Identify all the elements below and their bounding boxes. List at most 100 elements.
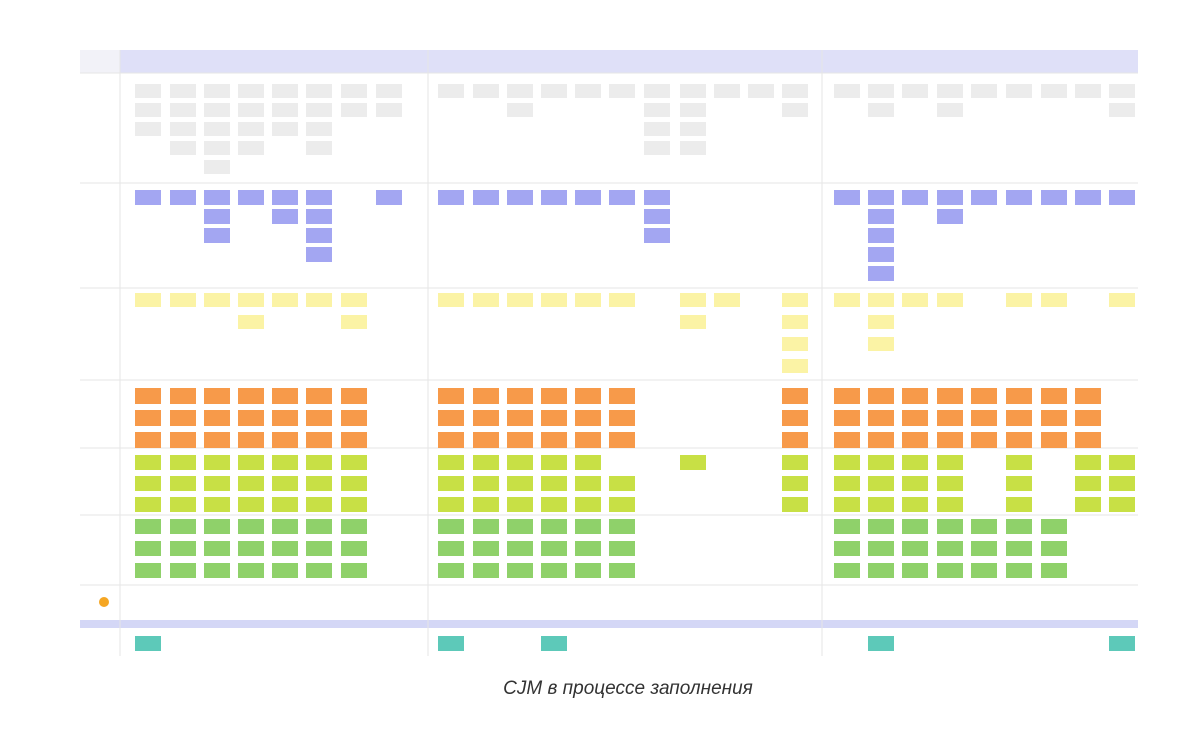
sticky-note xyxy=(782,476,808,491)
sticky-note xyxy=(507,476,533,491)
sticky-note xyxy=(507,519,533,534)
sticky-note xyxy=(868,519,894,534)
sticky-note xyxy=(971,388,997,404)
sticky-note xyxy=(438,476,464,491)
sticky-note xyxy=(834,84,860,98)
sticky-note xyxy=(902,190,928,205)
sticky-note xyxy=(714,293,740,307)
sticky-note xyxy=(272,432,298,448)
sticky-note xyxy=(541,84,567,98)
sticky-note xyxy=(834,476,860,491)
sticky-note xyxy=(341,315,367,329)
sticky-note xyxy=(272,103,298,117)
sticky-note xyxy=(782,359,808,373)
sticky-note xyxy=(306,455,332,470)
sticky-note xyxy=(1075,455,1101,470)
sticky-note xyxy=(204,228,230,243)
stage-band xyxy=(80,620,1138,628)
sticky-note xyxy=(341,432,367,448)
sticky-note xyxy=(782,455,808,470)
sticky-note xyxy=(204,160,230,174)
sticky-note xyxy=(135,432,161,448)
sticky-note xyxy=(868,410,894,426)
sticky-note xyxy=(902,476,928,491)
sticky-note xyxy=(782,293,808,307)
sticky-note xyxy=(971,190,997,205)
sticky-note xyxy=(644,228,670,243)
sticky-note xyxy=(868,636,894,651)
sticky-note xyxy=(341,541,367,556)
board xyxy=(80,50,1138,656)
sticky-note xyxy=(204,455,230,470)
sticky-note xyxy=(971,519,997,534)
sticky-note xyxy=(170,388,196,404)
sticky-note xyxy=(1109,293,1135,307)
sticky-note xyxy=(902,519,928,534)
sticky-note xyxy=(135,84,161,98)
sticky-note xyxy=(306,497,332,512)
sticky-note xyxy=(306,122,332,136)
sticky-note xyxy=(609,497,635,512)
sticky-note xyxy=(376,103,402,117)
sticky-note xyxy=(609,519,635,534)
sticky-note xyxy=(868,209,894,224)
sticky-note xyxy=(507,190,533,205)
sticky-note xyxy=(834,293,860,307)
sticky-note xyxy=(644,209,670,224)
sticky-note xyxy=(834,541,860,556)
sticky-note xyxy=(782,84,808,98)
sticky-note xyxy=(1109,497,1135,512)
sticky-note xyxy=(541,519,567,534)
emoji-sticker xyxy=(99,597,109,607)
sticky-note xyxy=(971,541,997,556)
sticky-note xyxy=(609,190,635,205)
sticky-note xyxy=(204,209,230,224)
sticky-note xyxy=(1041,190,1067,205)
sticky-note xyxy=(306,388,332,404)
sticky-note xyxy=(306,410,332,426)
sticky-note xyxy=(135,476,161,491)
sticky-note xyxy=(135,122,161,136)
sticky-note xyxy=(341,388,367,404)
sticky-note xyxy=(609,541,635,556)
sticky-note xyxy=(238,563,264,578)
sticky-note xyxy=(902,455,928,470)
sticky-note xyxy=(473,497,499,512)
sticky-note xyxy=(937,209,963,224)
sticky-note xyxy=(438,563,464,578)
sticky-note xyxy=(1109,636,1135,651)
sticky-note xyxy=(272,388,298,404)
sticky-note xyxy=(868,541,894,556)
sticky-note xyxy=(868,476,894,491)
sticky-note xyxy=(135,636,161,651)
sticky-note xyxy=(170,476,196,491)
sticky-note xyxy=(170,122,196,136)
sticky-note xyxy=(541,388,567,404)
sticky-note xyxy=(902,497,928,512)
sticky-note xyxy=(937,103,963,117)
sticky-note xyxy=(937,293,963,307)
sticky-note xyxy=(170,190,196,205)
sticky-note xyxy=(507,541,533,556)
sticky-note xyxy=(1006,388,1032,404)
sticky-note xyxy=(204,432,230,448)
sticky-note xyxy=(170,563,196,578)
sticky-note xyxy=(937,388,963,404)
sticky-note xyxy=(575,455,601,470)
sticky-note xyxy=(609,476,635,491)
sticky-note xyxy=(204,388,230,404)
sticky-note xyxy=(575,519,601,534)
sticky-note xyxy=(1041,541,1067,556)
sticky-note xyxy=(170,432,196,448)
sticky-note xyxy=(609,293,635,307)
sticky-note xyxy=(272,293,298,307)
sticky-note xyxy=(306,432,332,448)
sticky-note xyxy=(1006,432,1032,448)
sticky-note xyxy=(306,228,332,243)
sticky-note xyxy=(575,388,601,404)
sticky-note xyxy=(204,541,230,556)
sticky-note xyxy=(341,410,367,426)
sticky-note xyxy=(834,563,860,578)
sticky-note xyxy=(644,190,670,205)
sticky-note xyxy=(680,455,706,470)
